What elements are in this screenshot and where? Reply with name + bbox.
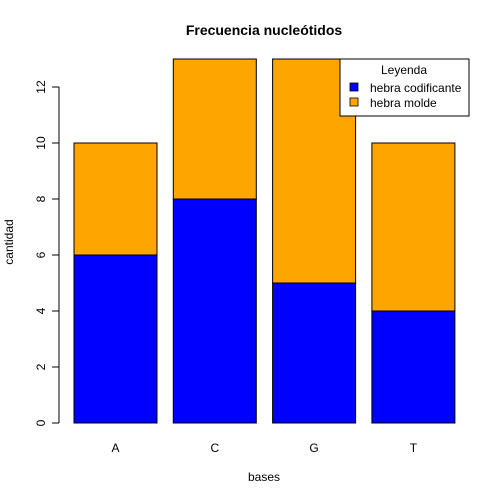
legend: Leyenda hebra codificante hebra molde [339, 58, 470, 117]
y-tick-label-8: 8 [34, 195, 48, 202]
x-tick-label-G: G [309, 441, 318, 455]
y-tick-label-2: 2 [34, 363, 48, 370]
x-tick-label-C: C [210, 441, 219, 455]
legend-label-1: hebra molde [370, 96, 437, 110]
bar-A-series-0 [73, 254, 158, 424]
x-axis-label: bases [248, 470, 280, 484]
bar-T-series-0 [371, 310, 456, 424]
bar-C-series-0 [172, 198, 257, 424]
y-tick-label-12: 12 [34, 80, 48, 94]
y-tick-label-6: 6 [34, 251, 48, 258]
bar-C-series-1 [172, 58, 257, 200]
legend-box [339, 58, 470, 117]
bar-G-series-0 [272, 282, 357, 424]
bars-group [73, 58, 456, 424]
x-tick-label-T: T [410, 441, 418, 455]
legend-swatch-0 [349, 82, 359, 92]
legend-label-0: hebra codificante [370, 81, 462, 95]
x-tick-label-A: A [111, 441, 119, 455]
y-tick-label-10: 10 [34, 136, 48, 150]
y-axis-label: cantidad [2, 219, 16, 264]
y-axis: 0 2 4 6 8 10 12 [34, 80, 60, 426]
y-tick-label-0: 0 [34, 419, 48, 426]
legend-title: Leyenda [381, 63, 427, 77]
y-tick-label-4: 4 [34, 307, 48, 314]
bar-A-series-1 [73, 142, 158, 256]
bar-T-series-1 [371, 142, 456, 312]
chart-title: Frecuencia nucleótidos [186, 22, 343, 38]
legend-swatch-1 [349, 97, 359, 107]
